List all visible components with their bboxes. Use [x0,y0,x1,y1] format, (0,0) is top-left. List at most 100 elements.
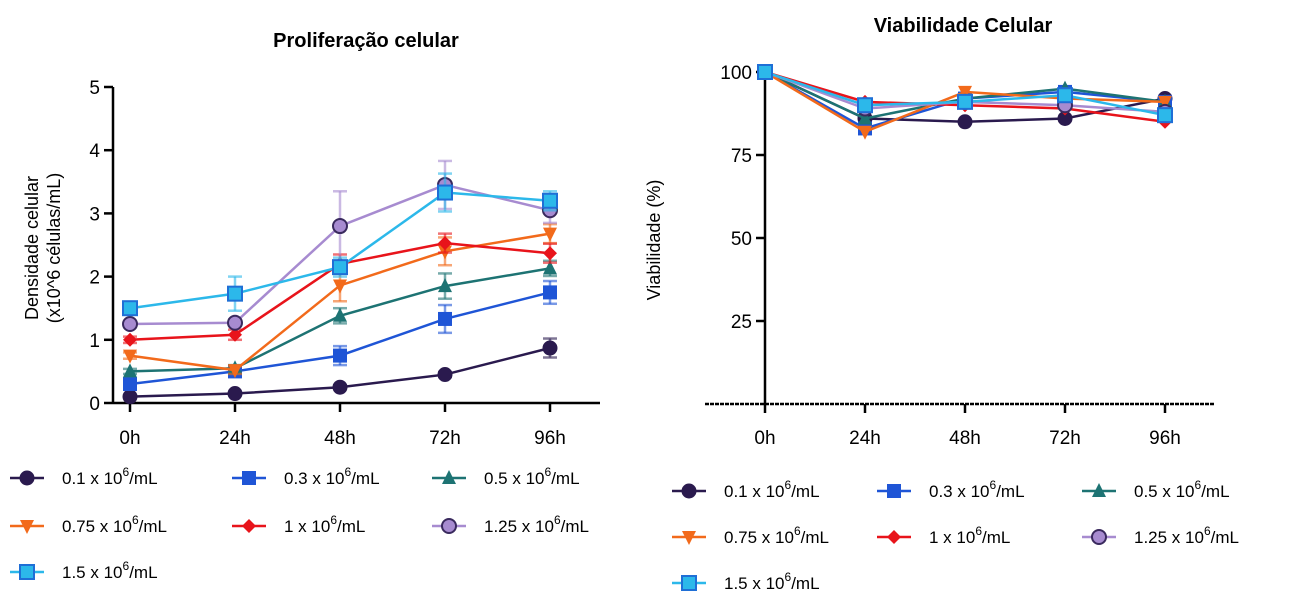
data-point [543,246,557,261]
data-point [542,340,558,356]
legend-marker [441,518,457,534]
x-tick-label: 48h [949,428,981,449]
legend-entry: 1.5 x 106/mL [672,570,820,592]
legend-entry: 0.75 x 106/mL [10,513,167,536]
data-point [333,279,347,294]
data-point [123,332,137,347]
series-6 [122,172,558,317]
legend-marker [681,575,697,591]
data-point [957,93,973,110]
data-point [542,192,558,209]
y-tick-label: 3 [89,204,100,225]
legend-entry: 0.3 x 106/mL [877,478,1025,501]
legend-entry: 0.5 x 106/mL [1082,478,1230,501]
legend-label: 0.75 x 106/mL [62,513,167,536]
y-tick-label: 2 [89,268,100,289]
legend-entry: 0.75 x 106/mL [672,524,829,547]
y-tick-label: 0 [89,394,100,415]
legend-marker [242,519,256,533]
data-point [437,184,453,201]
legend-marker [682,531,696,545]
x-tick-label: 96h [1149,428,1181,449]
y-tick-label: 4 [89,141,100,162]
series-6 [757,64,1173,124]
x-tick-label: 0h [754,428,775,449]
proliferation-chart: Proliferação celular Densidade celular (x1… [10,30,600,582]
legend-entry: 0.3 x 106/mL [232,465,380,488]
legend-label: 1.25 x 106/mL [484,513,589,536]
legend-entry: 0.1 x 106/mL [10,465,158,488]
y-tick-label: 50 [731,229,752,250]
y-axis-label-units: (x10^6 células/mL) [44,173,64,324]
y-tick-label: 100 [720,63,752,84]
data-point [122,300,138,317]
legend-marker [19,564,35,580]
x-tick-label: 24h [219,428,251,449]
legend-marker [20,520,34,534]
data-point [333,307,347,322]
data-point [332,379,348,395]
x-tick-label: 96h [534,428,566,449]
data-point [1157,107,1173,124]
y-tick-label: 75 [731,146,752,167]
data-point [333,348,347,363]
data-point [438,236,452,251]
legend-label: 0.1 x 106/mL [724,478,820,501]
legend-label: 0.5 x 106/mL [484,465,580,488]
data-point [437,367,453,383]
legend-entry: 0.1 x 106/mL [672,478,820,501]
x-tick-label: 48h [324,428,356,449]
legend-entry: 1 x 106/mL [877,524,1010,547]
legend-marker [1092,483,1106,497]
data-point [858,125,872,140]
legend-marker [681,483,697,499]
data-point [858,110,872,125]
data-point [543,227,557,242]
data-point [227,386,243,402]
data-point [227,314,243,331]
y-tick-label: 5 [89,78,100,99]
data-point [123,363,137,378]
series-5 [122,159,558,332]
legend-label: 1.25 x 106/mL [1134,524,1239,547]
legend-marker [887,530,901,544]
legend-label: 1.5 x 106/mL [62,559,158,582]
chart-title: Proliferação celular [273,30,459,52]
legend-label: 0.5 x 106/mL [1134,478,1230,501]
legend-label: 1 x 106/mL [929,524,1010,547]
y-tick-label: 25 [731,312,752,333]
data-point [438,311,452,326]
x-tick-label: 72h [1049,428,1081,449]
data-point [332,259,348,276]
data-point [228,327,242,342]
x-tick-label: 72h [429,428,461,449]
chart-title: Viabilidade Celular [874,15,1053,37]
data-point [757,64,773,80]
data-point [957,114,973,130]
data-point [123,349,137,364]
y-axis-label: Densidade celular [22,176,42,320]
x-tick-label: 0h [119,428,140,449]
legend-label: 1 x 106/mL [284,513,365,536]
legend-label: 0.75 x 106/mL [724,524,829,547]
data-point [438,278,452,293]
data-point [122,389,138,405]
legend-entry: 0.5 x 106/mL [432,465,580,488]
legend-marker [19,470,35,486]
data-point [857,97,873,114]
data-point [123,377,137,392]
data-point [543,260,557,275]
data-point [1057,87,1073,104]
legend-marker [442,470,456,484]
x-tick-label: 24h [849,428,881,449]
data-point [1158,95,1172,110]
viability-chart: Viabilidade Celular Viabilidade (%) 25 50 75… [644,15,1239,592]
data-point [332,218,348,235]
legend-entry: 1 x 106/mL [232,513,365,536]
data-point [958,85,972,100]
legend-marker [887,484,901,498]
series-0 [122,337,558,405]
legend-entry: 1.25 x 106/mL [1082,524,1239,547]
legend-label: 1.5 x 106/mL [724,570,820,592]
